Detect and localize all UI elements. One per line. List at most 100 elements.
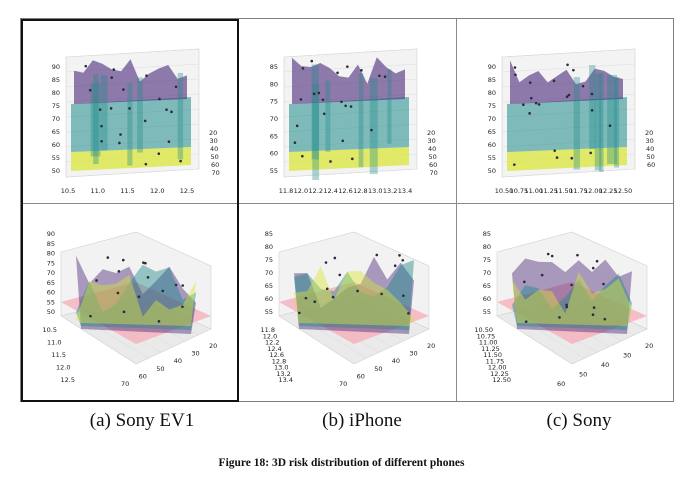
data-point <box>179 159 182 163</box>
data-point <box>572 68 575 72</box>
data-point <box>393 264 397 268</box>
plot-canvas: 8580757065605510.5010.7511.0011.2511.501… <box>474 230 653 388</box>
data-point <box>312 92 316 96</box>
data-point <box>570 156 574 160</box>
data-point <box>167 140 171 144</box>
data-point <box>118 141 121 145</box>
x-tick-label: 11.0 <box>91 187 105 195</box>
x-tick-label: 10.75 <box>477 332 496 340</box>
x-tick-label: 12.0 <box>263 332 277 340</box>
data-point <box>590 92 594 96</box>
data-point <box>592 306 596 309</box>
z-tick-label: 65 <box>483 282 491 290</box>
data-point <box>84 64 88 68</box>
data-point <box>181 305 184 309</box>
risk-surface <box>512 273 632 330</box>
data-point <box>181 284 185 287</box>
y-tick-label: 60 <box>52 141 60 149</box>
data-point <box>552 79 556 83</box>
surface-fin <box>607 74 618 164</box>
data-point <box>375 253 379 257</box>
surface-fin <box>311 64 319 160</box>
surface-mid <box>289 97 409 152</box>
y-tick-label: 30 <box>623 352 631 360</box>
depth-tick-label: 30 <box>646 137 654 145</box>
depth-tick-label: 30 <box>428 137 436 145</box>
z-tick-label: 90 <box>47 230 55 238</box>
data-point <box>146 276 150 279</box>
data-point <box>137 295 141 299</box>
z-tick-label: 60 <box>265 295 273 303</box>
y-tick-label: 90 <box>488 63 496 71</box>
y-tick-label: 60 <box>557 380 565 388</box>
data-point <box>142 261 145 264</box>
grid-line <box>65 168 200 178</box>
data-point <box>603 317 607 321</box>
surface-fin <box>358 73 364 168</box>
plot-canvas: 90 85 80 75 70 65 60 55 50 10.5 11.0 11.5 12.0 12.5 20… <box>52 48 220 195</box>
data-point <box>537 103 541 106</box>
plot-canvas: 90858075706560555010.5010.7511.0011.2511… <box>488 48 655 195</box>
data-point <box>322 112 326 116</box>
y-tick-label: 55 <box>52 154 60 162</box>
plot-bottom-sony: 85 80 75 70 65 60 55 10.50 10.75 11.00 11.25 11.50 1… <box>457 204 674 402</box>
plot-canvas: 8580757065605511.812.012.212.412.612.813… <box>261 230 436 388</box>
data-point <box>325 287 329 291</box>
surface-mid <box>507 97 627 152</box>
depth-tick-label: 50 <box>647 153 655 161</box>
y-tick-label: 75 <box>52 102 60 110</box>
data-point <box>301 67 305 70</box>
data-point <box>513 66 517 69</box>
z-tick-label: 50 <box>47 308 55 316</box>
depth-tick-label: 60 <box>211 161 219 169</box>
data-point <box>566 63 569 67</box>
x-tick-label: 12.5 <box>180 187 194 195</box>
data-point <box>565 305 569 309</box>
y-tick-label: 60 <box>488 141 496 149</box>
data-point <box>324 261 328 264</box>
data-point <box>401 258 405 262</box>
risk-surface <box>512 258 632 334</box>
depth-tick-label: 30 <box>210 137 218 145</box>
plot-top-sony: 90 85 80 75 70 65 60 55 50 10.50 10.75 11.00 11.25 11… <box>457 19 674 203</box>
data-point <box>329 160 332 163</box>
data-point <box>590 108 594 112</box>
y-tick-label: 55 <box>488 154 496 162</box>
data-point <box>553 149 557 152</box>
x-tick-label: 11.75 <box>569 187 588 195</box>
y-tick-label: 50 <box>374 365 382 373</box>
y-tick-label: 70 <box>339 380 347 388</box>
risk-surface <box>294 260 414 330</box>
x-tick-label: 13.2 <box>276 370 290 378</box>
surface-fin <box>387 69 392 144</box>
data-point <box>581 84 585 88</box>
z-tick-label: 55 <box>483 308 491 316</box>
y-tick-label: 90 <box>52 63 60 71</box>
surface-fin <box>127 83 133 166</box>
y-tick-label: 85 <box>270 63 278 71</box>
x-tick-label: 11.00 <box>524 187 543 195</box>
data-point <box>157 152 161 156</box>
x-tick-label: 10.5 <box>43 326 57 334</box>
x-tick-label: 12.5 <box>61 376 75 384</box>
data-point <box>360 69 363 72</box>
z-tick-label: 55 <box>265 308 273 316</box>
z-tick-label: 85 <box>265 230 273 238</box>
z-tick-label: 60 <box>483 295 491 303</box>
data-point <box>602 282 605 286</box>
data-point <box>174 85 178 89</box>
data-point <box>98 108 102 111</box>
y-tick-label: 80 <box>52 89 60 97</box>
y-tick-label: 75 <box>488 102 496 110</box>
depth-tick-label: 60 <box>429 161 437 169</box>
z-tick-label: 75 <box>47 259 55 267</box>
data-point <box>528 81 532 84</box>
data-point <box>398 254 401 257</box>
surface-top <box>510 60 623 104</box>
x-tick-label: 12.00 <box>488 364 507 372</box>
data-point <box>122 88 125 91</box>
data-point <box>534 101 538 105</box>
y-tick-label: 70 <box>52 115 60 123</box>
y-tick-label: 70 <box>270 115 278 123</box>
